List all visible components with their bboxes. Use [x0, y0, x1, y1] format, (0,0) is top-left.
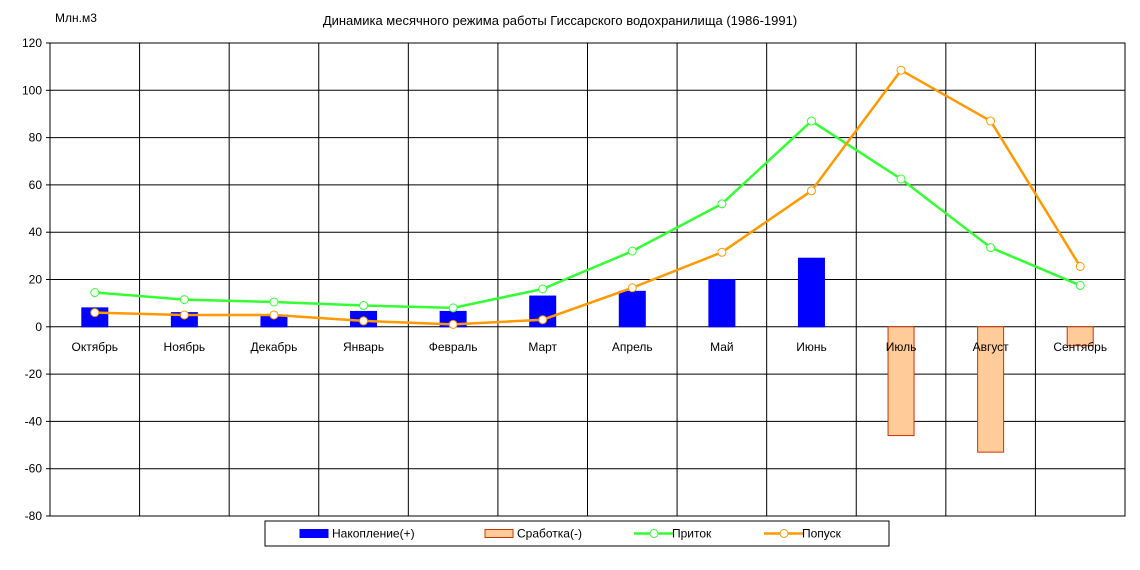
grid: [46, 42, 1126, 517]
bar: [1066, 326, 1094, 347]
y-tick-label: -60: [25, 462, 43, 476]
y-tick-label: 40: [29, 225, 43, 239]
x-tick-label: Январь: [343, 340, 384, 354]
legend-marker: [649, 529, 659, 538]
chart-title: Динамика месячного режима работы Гиссарс…: [323, 13, 797, 28]
x-tick-label: Апрель: [612, 340, 653, 354]
data-point: [90, 288, 100, 298]
data-point: [448, 303, 458, 313]
x-tick-labels: Октябрь Ноябрь Декабрь Январь Февраль Март Апр…: [72, 340, 1108, 354]
data-point: [538, 315, 548, 325]
data-point: [269, 310, 279, 320]
y-tick-label: -40: [25, 414, 43, 428]
data-point: [896, 174, 906, 184]
x-tick-label: Сентябрь: [1053, 340, 1107, 354]
y-tick-label: -20: [25, 367, 43, 381]
data-point: [986, 116, 996, 126]
y-tick-label: 60: [29, 178, 43, 192]
y-tick-labels: -80 -60 -40 -20 0 20 40 60 80 100 120: [22, 36, 42, 523]
bar: [708, 279, 736, 328]
bar: [797, 257, 825, 328]
x-tick-label: Май: [710, 340, 734, 354]
data-point: [717, 199, 727, 209]
legend-label: Накопление(+): [332, 527, 415, 541]
bar: [618, 290, 646, 328]
data-point: [90, 308, 100, 318]
data-point: [896, 65, 906, 75]
legend-swatch: [299, 529, 329, 538]
x-tick-label: Июль: [886, 340, 917, 354]
lines: [90, 65, 1085, 329]
data-point: [538, 284, 548, 294]
bar: [887, 326, 915, 437]
data-point: [269, 297, 279, 307]
legend-label: Приток: [672, 527, 712, 541]
series-line: [94, 119, 1081, 310]
x-tick-label: Июнь: [796, 340, 827, 354]
x-tick-label: Февраль: [429, 340, 478, 354]
data-point: [806, 116, 816, 126]
x-tick-label: Декабрь: [251, 340, 298, 354]
x-tick-label: Март: [528, 340, 557, 354]
y-axis-label: Млн.м3: [55, 11, 97, 25]
data-point: [1075, 261, 1085, 271]
legend-label: Сработка(-): [517, 527, 582, 541]
x-tick-label: Октябрь: [72, 340, 119, 354]
data-point: [627, 283, 637, 293]
data-point: [359, 301, 369, 311]
y-tick-label: 100: [22, 83, 42, 97]
y-tick-label: 20: [29, 273, 43, 287]
legend-label: Попуск: [802, 527, 842, 541]
x-tick-label: Август: [973, 340, 1010, 354]
data-point: [359, 316, 369, 326]
legend-swatch: [484, 529, 514, 538]
y-tick-label: 120: [22, 36, 42, 50]
data-point: [986, 243, 996, 253]
data-point: [448, 319, 458, 329]
y-tick-label: -80: [25, 509, 43, 523]
series-line: [94, 68, 1082, 326]
y-tick-label: 0: [35, 320, 42, 334]
bar: [977, 326, 1005, 453]
legend-marker: [779, 529, 789, 538]
legend: Накопление(+) Сработка(-) Приток Попуск: [264, 520, 890, 547]
data-point: [179, 295, 189, 305]
data-point: [717, 247, 727, 257]
x-tick-label: Ноябрь: [164, 340, 206, 354]
data-point: [627, 246, 637, 256]
data-point: [179, 310, 189, 320]
bars: [81, 257, 1094, 453]
data-point: [806, 186, 816, 196]
y-tick-label: 80: [29, 131, 43, 145]
data-point: [1075, 280, 1085, 290]
